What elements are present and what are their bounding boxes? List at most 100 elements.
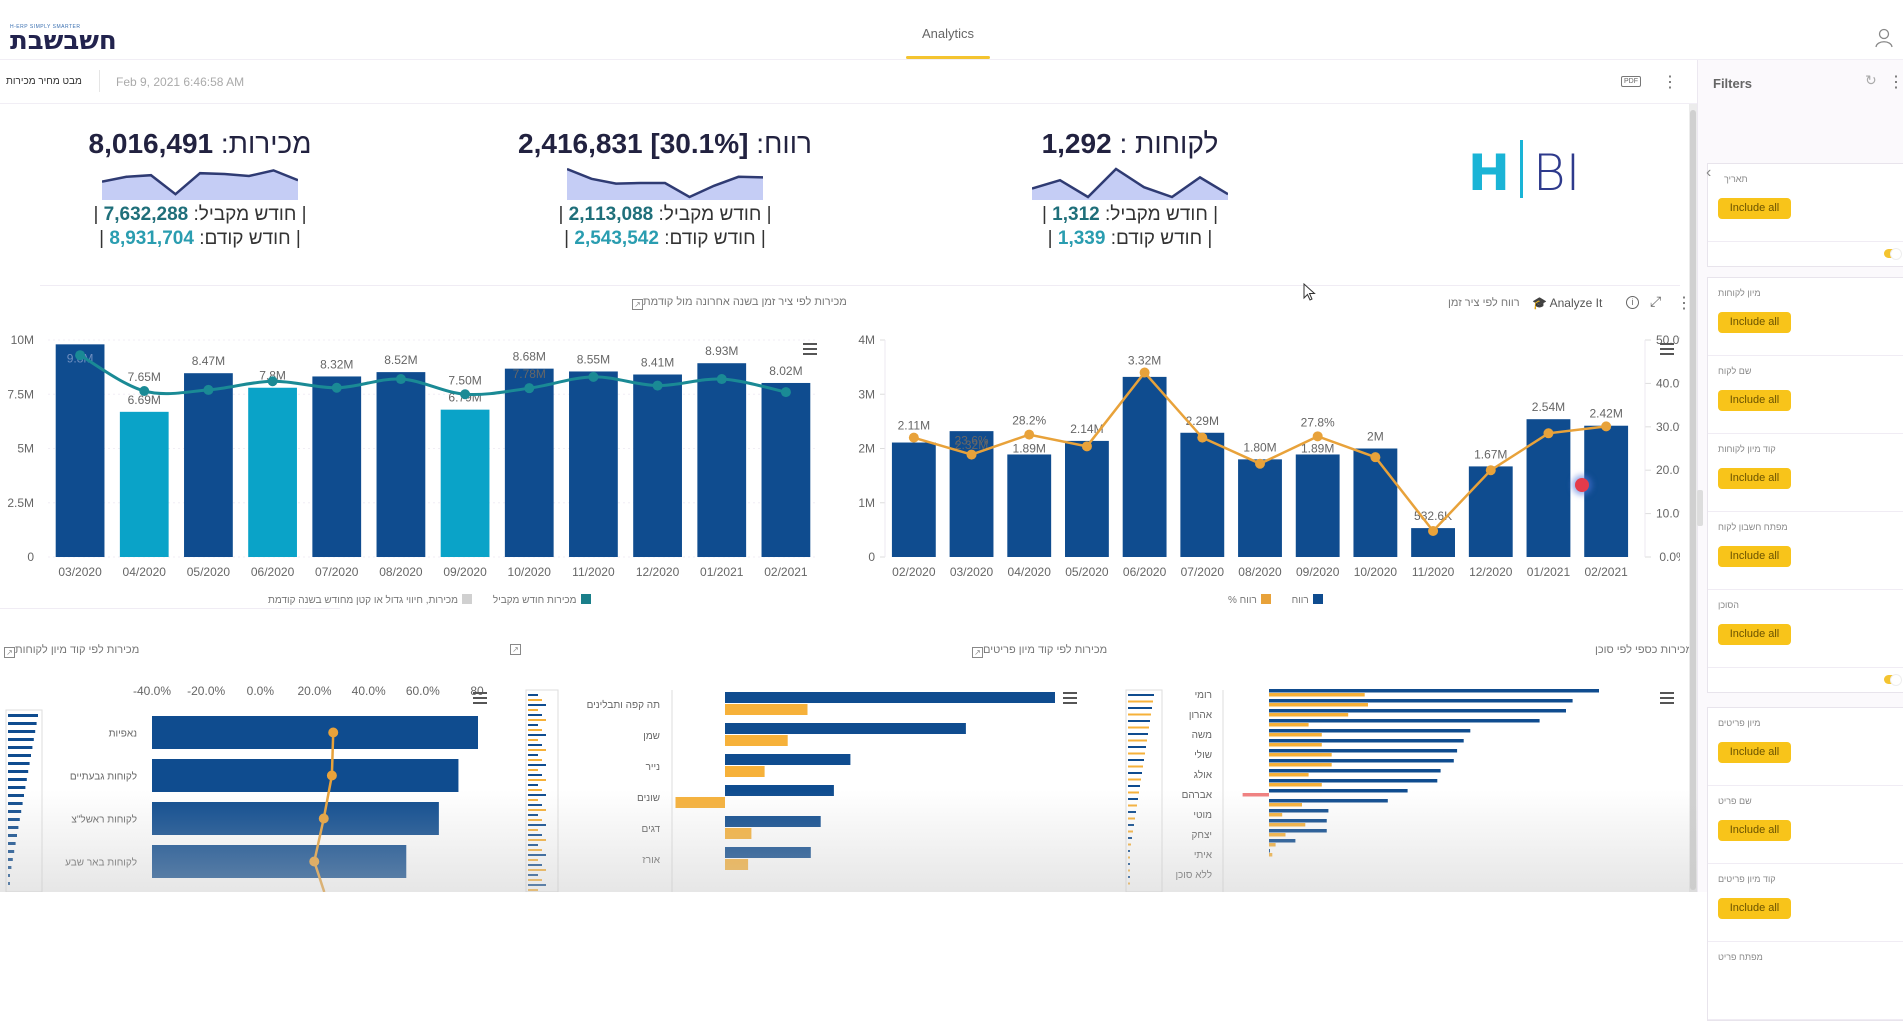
popout-icon[interactable]: ↗ bbox=[510, 644, 521, 655]
bar bbox=[1269, 689, 1599, 693]
bar bbox=[1269, 729, 1471, 733]
dashboard-menu-icon[interactable]: ⋮ bbox=[1662, 74, 1678, 91]
mini-bar bbox=[8, 850, 15, 853]
filter-label[interactable]: מיון פריטים bbox=[1718, 718, 1761, 728]
data-label: 2.54M bbox=[1532, 400, 1565, 414]
chart-hamburger-icon[interactable] bbox=[803, 343, 817, 355]
main-scrollbar-thumb[interactable] bbox=[1690, 110, 1696, 890]
bar bbox=[1269, 799, 1388, 803]
include-all-button[interactable]: Include all bbox=[1718, 742, 1791, 763]
bar bbox=[1269, 813, 1283, 817]
chart-hamburger-icon[interactable] bbox=[1660, 343, 1674, 355]
filter-label[interactable]: מפתח פריט bbox=[1718, 952, 1763, 962]
bar bbox=[1269, 763, 1332, 767]
popout-icon[interactable]: ↗ bbox=[972, 647, 983, 658]
include-all-button[interactable]: Include all bbox=[1718, 198, 1791, 219]
item-sort-chart-title: מכירות לפי קוד מיון פריטים bbox=[983, 644, 1108, 656]
x-tick-label: 03/2020 bbox=[58, 565, 102, 579]
filter-item: קוד מיון פריטים Include all bbox=[1708, 864, 1903, 942]
info-icon[interactable]: i bbox=[1626, 296, 1639, 309]
popout-icon[interactable]: ↗ bbox=[4, 647, 15, 658]
mini-bar bbox=[528, 814, 538, 816]
data-label: 1.67M bbox=[1474, 447, 1507, 461]
tab-analytics[interactable]: Analytics bbox=[921, 26, 975, 41]
filter-group-toggle[interactable] bbox=[1884, 674, 1902, 686]
mini-bar bbox=[1128, 863, 1130, 865]
data-label: 8.52M bbox=[384, 353, 417, 367]
line-data-label: 7.65M bbox=[128, 370, 161, 384]
mini-bar bbox=[1128, 785, 1140, 787]
legend-item-profit-pct[interactable]: רווח % bbox=[1228, 594, 1271, 606]
sparkline-line bbox=[1032, 167, 1228, 199]
bar bbox=[1526, 419, 1571, 557]
line-point bbox=[652, 380, 663, 391]
analyze-it-button[interactable]: 🎓 Analyze It bbox=[1532, 296, 1603, 310]
mini-bar bbox=[1128, 765, 1143, 768]
expand-icon[interactable]: ⤢ bbox=[1650, 293, 1662, 309]
mini-bar bbox=[1128, 869, 1130, 872]
bar bbox=[1122, 376, 1167, 557]
bar bbox=[152, 802, 439, 835]
include-all-button[interactable]: Include all bbox=[1718, 312, 1791, 333]
filter-item: ‹ תאריך Include all bbox=[1706, 164, 1903, 242]
filter-group-toggle[interactable] bbox=[1884, 248, 1902, 260]
popout-icon[interactable]: ↗ bbox=[632, 299, 643, 310]
reset-icon[interactable]: ↻ bbox=[1865, 72, 1877, 88]
include-all-button[interactable]: Include all bbox=[1718, 390, 1791, 411]
filter-label[interactable]: מפתח חשבון לקוח bbox=[1718, 522, 1788, 532]
include-all-button[interactable]: Include all bbox=[1718, 624, 1791, 645]
filters-panel: Filters ↻ ⋮ ‹ תאריך Include all מיון לקוחו… bbox=[1697, 60, 1903, 1021]
logo-text: חשבשבת bbox=[10, 26, 117, 56]
chart-hamburger-icon[interactable] bbox=[1660, 692, 1674, 704]
filters-collapse-handle[interactable] bbox=[1697, 490, 1703, 526]
line-data-label: 27.8% bbox=[1301, 415, 1335, 429]
x-tick-label: 09/2020 bbox=[1296, 565, 1340, 579]
kpi-profit-previous: | חודש קודם: 2,543,542 | bbox=[564, 228, 766, 249]
filter-label[interactable]: קוד מיון פריטים bbox=[1718, 874, 1776, 884]
sales-chart-header: מכירות לפי ציר זמן בשנה אחרונה מול קודמת… bbox=[630, 296, 847, 310]
export-pdf-button[interactable]: PDF bbox=[1621, 76, 1641, 87]
filter-label[interactable]: שם לקוח bbox=[1718, 366, 1752, 376]
include-all-button[interactable]: Include all bbox=[1718, 468, 1791, 489]
mini-bar bbox=[1128, 739, 1147, 742]
chart-hamburger-icon[interactable] bbox=[473, 692, 487, 704]
line-point bbox=[328, 727, 339, 738]
mini-bar bbox=[528, 744, 542, 746]
dashboard-name[interactable]: מבט מחיר מכירות bbox=[6, 76, 82, 87]
filter-label[interactable]: הסוכן bbox=[1718, 600, 1740, 610]
kpi-sales-value: 8,016,491 bbox=[88, 128, 214, 159]
category-label: שולי bbox=[1194, 749, 1212, 761]
bar bbox=[1269, 693, 1365, 697]
kpi-customers-parallel: | חודש מקביל: 1,312 | bbox=[1041, 204, 1219, 225]
mini-bar bbox=[1128, 804, 1137, 807]
x-tick-label: 10/2020 bbox=[508, 565, 552, 579]
sales-chart-title: מכירות לפי ציר זמן בשנה אחרונה מול קודמת bbox=[643, 296, 847, 308]
legend-item-profit[interactable]: רווח bbox=[1292, 594, 1323, 606]
x-tick-label: 12/2020 bbox=[1469, 565, 1513, 579]
chart-menu-icon[interactable]: ⋮ bbox=[1676, 295, 1692, 312]
include-all-button[interactable]: Include all bbox=[1718, 898, 1791, 919]
legend-item-parallel[interactable]: מכירות חודש מקביל bbox=[493, 594, 591, 606]
legend-item-indicator[interactable]: מכירות, חיווי גדול או קטן מחודש בשנה קוד… bbox=[268, 594, 473, 606]
bar bbox=[1269, 709, 1566, 713]
include-all-button[interactable]: Include all bbox=[1718, 546, 1791, 567]
bar bbox=[725, 723, 966, 734]
mini-bar bbox=[528, 714, 542, 716]
mini-bar bbox=[528, 789, 542, 791]
mini-bar bbox=[528, 844, 538, 846]
filter-item: שם פריט Include all bbox=[1708, 786, 1903, 864]
chart-hamburger-icon[interactable] bbox=[1063, 692, 1077, 704]
filter-label[interactable]: תאריך bbox=[1724, 174, 1748, 184]
kpi-customers-value: 1,292 bbox=[1041, 128, 1112, 159]
filter-label[interactable]: קוד מיון לקוחות bbox=[1718, 444, 1776, 454]
bar bbox=[1065, 440, 1109, 557]
filter-label[interactable]: מיון לקוחות bbox=[1718, 288, 1761, 298]
include-all-button[interactable]: Include all bbox=[1718, 820, 1791, 841]
bar bbox=[1180, 432, 1225, 557]
mini-bar bbox=[1128, 707, 1152, 709]
user-icon[interactable] bbox=[1875, 28, 1893, 48]
chevron-icon[interactable]: ‹ bbox=[1706, 164, 1712, 181]
sales-by-item-sort-chart: תה קפה ותבלינים שמן נייר שונים דגים אורז bbox=[525, 689, 1055, 892]
filters-menu-icon[interactable]: ⋮ bbox=[1888, 74, 1903, 91]
filter-label[interactable]: שם פריט bbox=[1718, 796, 1752, 806]
